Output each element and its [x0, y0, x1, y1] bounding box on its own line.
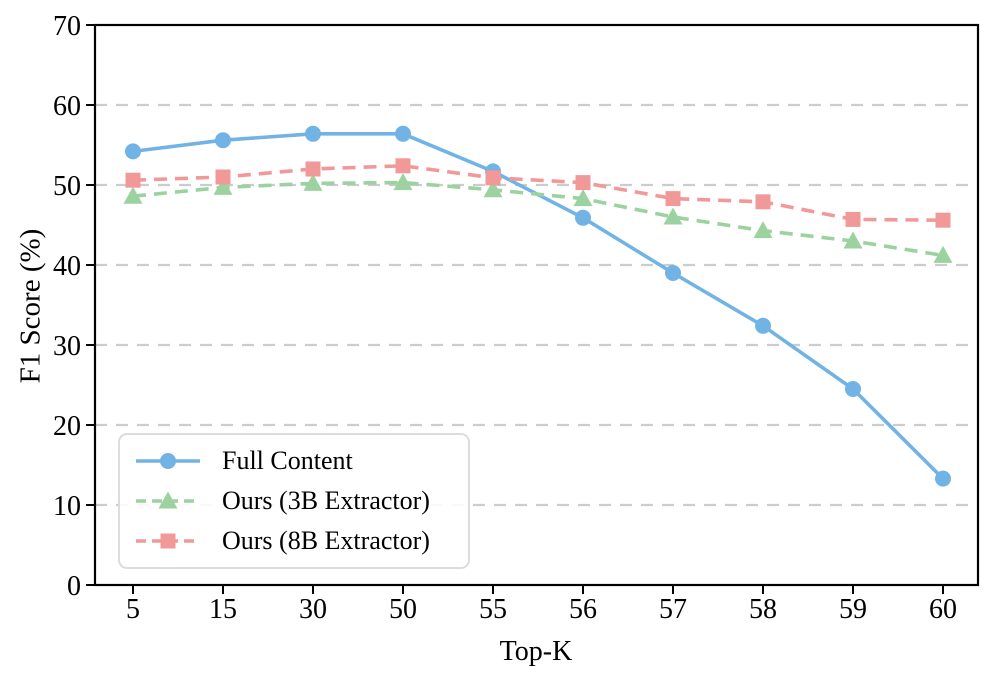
- x-tick-label: 15: [209, 594, 237, 625]
- legend-entry-ours-3b: Ours (3B Extractor): [134, 485, 462, 516]
- x-axis-title: Top-K: [499, 636, 573, 667]
- legend-label: Ours (8B Extractor): [222, 525, 430, 555]
- ours-8b-extractor-marker: [755, 194, 771, 210]
- ours-8b-extractor-marker: [305, 161, 321, 177]
- full-content-marker: [125, 143, 141, 160]
- ours-3b-extractor-marker: [303, 173, 323, 191]
- y-axis-title: F1 Score (%): [14, 228, 47, 384]
- x-tick-label: 5: [126, 594, 140, 625]
- full-content-marker: [575, 209, 591, 226]
- legend-circle-marker: [160, 453, 176, 469]
- full-content-marker: [845, 381, 861, 397]
- legend-sample-square-icon: [136, 533, 200, 549]
- series-ours-8b-extractor: [125, 158, 951, 228]
- legend-sample-circle-icon: [136, 453, 200, 469]
- legend-entry-ours-8b: Ours (8B Extractor): [134, 525, 462, 556]
- series-lines: [123, 125, 953, 487]
- ours-3b-extractor-marker: [933, 245, 953, 263]
- full-content-marker: [395, 125, 411, 142]
- y-tick-label: 30: [53, 331, 81, 362]
- ours-8b-extractor-marker: [125, 172, 141, 188]
- x-tick-label: 56: [569, 594, 597, 625]
- legend-sample-triangle-icon: [136, 491, 200, 509]
- y-axis: 0 10 20 30 40 50 60 70: [53, 11, 95, 602]
- legend-label: Full Content: [222, 445, 353, 475]
- legend-entry-full-content: Full Content: [134, 445, 462, 476]
- y-tick-label: 70: [53, 11, 81, 42]
- ours-8b-extractor-marker: [935, 212, 951, 228]
- legend-square-marker: [160, 533, 176, 549]
- x-tick-label: 59: [839, 594, 867, 625]
- full-content-marker: [665, 265, 681, 281]
- ours-8b-extractor-marker: [845, 211, 861, 227]
- axes-box: [93, 23, 980, 587]
- y-tick-label: 10: [53, 491, 81, 522]
- x-tick-label: 58: [749, 594, 777, 625]
- ours-8b-extractor-line: [132, 164, 944, 222]
- ours-8b-extractor-marker: [575, 175, 591, 191]
- ours-3b-extractor-marker: [123, 186, 143, 204]
- y-tick-label: 0: [67, 571, 81, 602]
- full-content-marker: [755, 317, 771, 334]
- ours-3b-extractor-line: [132, 180, 944, 258]
- legend-label: Ours (3B Extractor): [222, 485, 430, 515]
- ours-3b-extractor-marker: [753, 221, 773, 239]
- ours-8b-extractor-marker: [215, 169, 231, 185]
- full-content-marker: [305, 125, 321, 142]
- full-content-marker: [935, 470, 951, 487]
- series-ours-3b-extractor: [123, 173, 953, 263]
- ours-8b-extractor-marker: [485, 170, 501, 186]
- x-axis: 5 15 30 50 55 56 57 58 59 60: [126, 585, 957, 625]
- x-tick-label: 55: [479, 594, 507, 625]
- ours-3b-extractor-marker: [663, 207, 683, 225]
- ours-3b-extractor-marker: [393, 173, 413, 191]
- y-tick-label: 50: [53, 171, 81, 202]
- ours-3b-extractor-marker: [483, 180, 503, 198]
- y-tick-label: 40: [53, 251, 81, 282]
- full-content-marker: [215, 132, 231, 149]
- y-tick-label: 60: [53, 91, 81, 122]
- ours-8b-extractor-marker: [395, 158, 411, 174]
- y-tick-label: 20: [53, 411, 81, 442]
- x-tick-label: 60: [929, 594, 957, 625]
- ours-8b-extractor-marker: [665, 191, 681, 207]
- legend-triangle-marker: [158, 491, 178, 509]
- ours-3b-extractor-marker: [843, 231, 863, 249]
- x-tick-label: 30: [299, 594, 327, 625]
- plot-frame: [93, 23, 980, 587]
- x-tick-label: 57: [659, 594, 687, 625]
- x-tick-label: 50: [389, 594, 417, 625]
- ours-3b-extractor-marker: [213, 177, 233, 195]
- legend: Full Content Ours (3B Extractor) Ours (8…: [118, 433, 470, 569]
- ours-3b-extractor-marker: [573, 189, 593, 207]
